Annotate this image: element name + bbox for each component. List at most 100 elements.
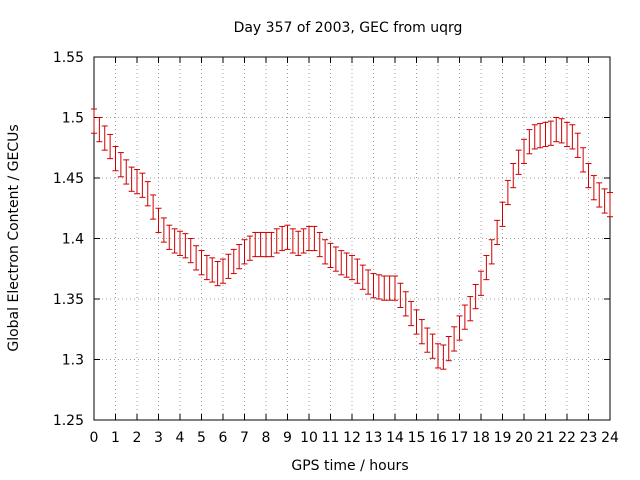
error-bar-point xyxy=(381,275,388,301)
error-bar-point xyxy=(139,172,146,198)
x-axis-label: GPS time / hours xyxy=(291,458,408,474)
error-bar-point xyxy=(112,146,119,172)
error-bar-point xyxy=(574,132,581,158)
error-bar-point xyxy=(311,225,318,252)
error-bar-point xyxy=(386,275,393,301)
x-tick-label: 6 xyxy=(219,430,228,446)
x-tick-label: 17 xyxy=(451,430,469,446)
error-bar-point xyxy=(343,252,350,278)
error-bar-point xyxy=(306,225,312,252)
error-bar-point xyxy=(96,117,103,143)
y-tick-label: 1.5 xyxy=(62,111,84,127)
x-tick-label: 1 xyxy=(111,430,120,446)
error-bar-point xyxy=(456,315,463,341)
error-bar-point xyxy=(230,248,237,275)
x-tick-label: 24 xyxy=(601,430,619,446)
error-bar-point xyxy=(408,300,415,327)
y-tick-label: 1.45 xyxy=(53,171,84,187)
error-bar-point xyxy=(547,120,554,146)
error-bar-point xyxy=(413,309,420,335)
x-tick-label: 10 xyxy=(300,430,318,446)
y-tick-label: 1.55 xyxy=(53,50,84,66)
error-bar-point xyxy=(596,182,603,208)
error-bar-point xyxy=(402,291,409,317)
error-bar-point xyxy=(193,245,200,271)
error-bar-point xyxy=(134,169,140,195)
error-bar-point xyxy=(488,239,495,265)
error-bar-point xyxy=(521,138,527,164)
grid xyxy=(94,57,610,420)
error-bar-point xyxy=(263,231,269,258)
x-tick-label: 22 xyxy=(558,430,576,446)
error-bar-point xyxy=(107,133,114,160)
error-bar-point xyxy=(553,117,560,143)
x-tick-label: 19 xyxy=(494,430,512,446)
error-bar-point xyxy=(182,233,189,259)
x-tick-label: 11 xyxy=(322,430,340,446)
error-bar-point xyxy=(461,304,468,330)
error-bar-point xyxy=(370,273,377,299)
error-bar-point xyxy=(467,296,474,322)
error-bar-point xyxy=(569,124,576,150)
x-tick-label: 4 xyxy=(176,430,185,446)
error-bar-point xyxy=(542,121,549,148)
error-bar-point xyxy=(601,188,608,214)
error-bar-point xyxy=(564,121,570,148)
x-tick-label: 21 xyxy=(537,430,555,446)
error-bar-point xyxy=(236,244,243,270)
error-bar-point xyxy=(198,250,205,276)
x-tick-label: 14 xyxy=(386,430,404,446)
error-bar-point xyxy=(117,152,124,178)
error-bar-point xyxy=(171,228,178,254)
error-bar-point xyxy=(257,231,264,258)
error-bar-point xyxy=(392,275,398,301)
axis-ticks: 0 1 2 3 4 5 6 7 8 9 10 11 12 13 14 15 16 17 18 19 20 21 22 23 24… xyxy=(53,50,619,446)
error-bar-point xyxy=(440,344,447,370)
error-bar-point xyxy=(252,231,259,258)
error-bar-point xyxy=(155,207,162,233)
error-bar-point xyxy=(515,149,522,175)
error-bar-point xyxy=(327,242,334,269)
error-bar-point xyxy=(289,228,296,254)
error-bar-point xyxy=(418,319,425,345)
y-tick-label: 1.3 xyxy=(62,353,84,369)
error-bar-point xyxy=(177,230,183,256)
error-bar-point xyxy=(359,264,366,290)
error-bar-point xyxy=(526,129,533,155)
error-bar-point xyxy=(166,224,173,250)
error-bar-point xyxy=(537,123,544,149)
error-bar-point xyxy=(435,343,441,369)
error-bar-point xyxy=(472,283,479,310)
chart-title: Day 357 of 2003, GEC from uqrg xyxy=(234,20,463,36)
y-tick-label: 1.35 xyxy=(53,292,84,308)
x-tick-label: 20 xyxy=(515,430,533,446)
error-bar-point xyxy=(295,230,302,256)
error-bar-point xyxy=(225,253,232,279)
error-bar-point xyxy=(478,270,484,296)
x-tick-label: 5 xyxy=(197,430,206,446)
y-tick-label: 1.25 xyxy=(53,413,84,429)
x-tick-label: 8 xyxy=(262,430,271,446)
error-bar-point xyxy=(209,257,216,283)
x-tick-label: 15 xyxy=(408,430,426,446)
error-bar-point xyxy=(246,235,253,261)
error-bar-point xyxy=(349,254,355,281)
error-bar-point xyxy=(424,327,431,353)
y-tick-label: 1.4 xyxy=(62,232,84,248)
error-bar-point xyxy=(203,254,210,281)
error-bar-point xyxy=(150,194,157,220)
error-bar-point xyxy=(300,228,307,254)
error-bar-point xyxy=(144,181,151,207)
error-bar-point xyxy=(558,118,565,144)
x-tick-label: 7 xyxy=(240,430,249,446)
error-bar-point xyxy=(123,159,130,185)
x-tick-label: 12 xyxy=(343,430,361,446)
x-tick-label: 13 xyxy=(365,430,383,446)
error-bar-point xyxy=(268,231,275,258)
error-bar-point xyxy=(510,162,517,189)
error-bar-point xyxy=(279,225,286,252)
error-bar-point xyxy=(316,231,323,258)
error-bar-point xyxy=(101,125,108,151)
